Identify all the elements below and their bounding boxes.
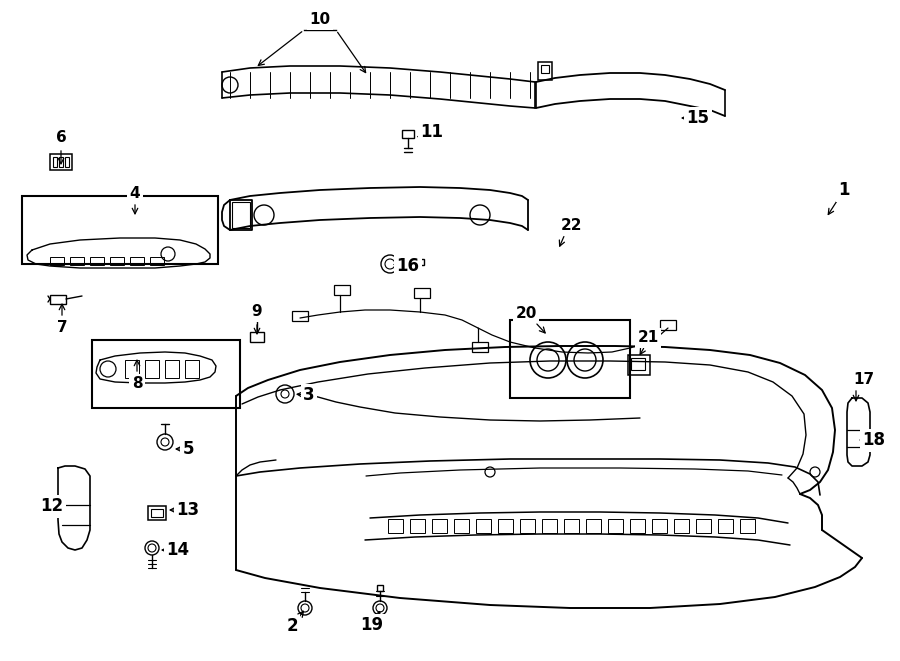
Bar [150, 257, 164, 265]
Text: 1: 1 [838, 181, 850, 199]
Text: 5: 5 [182, 440, 194, 458]
Text: 10: 10 [310, 13, 330, 28]
Bar [70, 257, 84, 265]
Bar [432, 519, 447, 533]
Text: 20: 20 [516, 305, 536, 321]
Text: 17: 17 [853, 373, 875, 387]
Bar [53, 157, 57, 167]
Bar [250, 332, 264, 342]
Text: 2: 2 [286, 617, 298, 635]
Bar [498, 519, 513, 533]
Bar [22, 196, 218, 264]
Bar [472, 342, 488, 352]
Bar [165, 360, 179, 378]
Bar [476, 519, 491, 533]
Bar [377, 585, 383, 591]
Text: 6: 6 [56, 130, 67, 145]
Bar [50, 154, 72, 170]
Bar [92, 340, 240, 408]
Text: 16: 16 [397, 257, 419, 275]
Bar [674, 519, 689, 533]
Bar [586, 519, 601, 533]
Bar [631, 358, 645, 370]
Bar [292, 311, 308, 321]
Bar [185, 360, 199, 378]
Bar [151, 509, 163, 517]
Bar [696, 519, 711, 533]
Bar [59, 157, 63, 167]
Bar [564, 519, 579, 533]
Bar [50, 257, 64, 265]
Bar [628, 355, 650, 375]
Bar [232, 202, 250, 228]
Bar [660, 320, 676, 330]
Bar [388, 519, 403, 533]
Bar [454, 519, 469, 533]
Bar [65, 157, 69, 167]
Bar [50, 295, 66, 304]
Text: 19: 19 [360, 616, 383, 634]
Bar [538, 62, 552, 80]
Text: 8: 8 [131, 377, 142, 391]
Bar [90, 257, 104, 265]
Bar [125, 360, 139, 378]
Bar [541, 65, 549, 73]
Bar [148, 506, 166, 520]
Text: 9: 9 [252, 305, 262, 319]
Bar [145, 360, 159, 378]
Text: 18: 18 [862, 431, 886, 449]
Bar [630, 519, 645, 533]
Text: 11: 11 [420, 123, 444, 141]
Bar [608, 519, 623, 533]
Bar [652, 519, 667, 533]
Text: 21: 21 [637, 330, 659, 346]
Bar [740, 519, 755, 533]
Bar [110, 257, 124, 265]
Bar [542, 519, 557, 533]
Bar [334, 285, 350, 295]
Bar [414, 259, 424, 265]
Text: 22: 22 [562, 217, 583, 233]
Text: 3: 3 [303, 386, 315, 404]
Text: 13: 13 [176, 501, 200, 519]
Bar [414, 288, 430, 298]
Text: 7: 7 [57, 321, 68, 336]
Bar [402, 130, 414, 138]
Text: 4: 4 [130, 186, 140, 200]
Bar [130, 257, 144, 265]
Bar [718, 519, 733, 533]
Bar [410, 519, 425, 533]
Text: 15: 15 [687, 109, 709, 127]
Text: 14: 14 [166, 541, 190, 559]
Text: 12: 12 [40, 497, 64, 515]
Bar [520, 519, 535, 533]
Bar [510, 320, 630, 398]
